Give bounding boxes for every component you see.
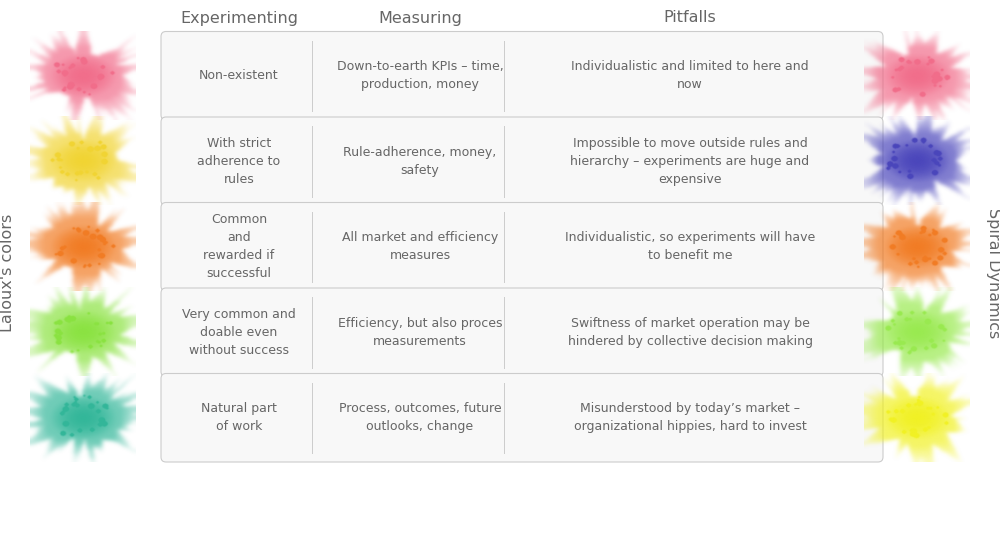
Text: Experimenting: Experimenting	[180, 10, 298, 26]
FancyBboxPatch shape	[161, 117, 883, 205]
Text: Rule-adherence, money,
safety: Rule-adherence, money, safety	[343, 146, 497, 177]
Text: Down-to-earth KPIs – time,
production, money: Down-to-earth KPIs – time, production, m…	[337, 60, 503, 91]
FancyBboxPatch shape	[161, 203, 883, 291]
Text: Measuring: Measuring	[378, 10, 462, 26]
FancyBboxPatch shape	[161, 373, 883, 462]
Text: Individualistic and limited to here and
now: Individualistic and limited to here and …	[571, 60, 809, 91]
Text: Efficiency, but also proces
measurements: Efficiency, but also proces measurements	[338, 317, 502, 348]
Text: Common
and
rewarded if
successful: Common and rewarded if successful	[203, 213, 275, 280]
Text: Pitfalls: Pitfalls	[664, 10, 716, 26]
Text: Spiral Dynamics: Spiral Dynamics	[986, 208, 1000, 338]
Text: Swiftness of market operation may be
hindered by collective decision making: Swiftness of market operation may be hin…	[568, 317, 812, 348]
FancyBboxPatch shape	[161, 288, 883, 377]
Text: Non-existent: Non-existent	[199, 69, 279, 82]
Text: Process, outcomes, future
outlooks, change: Process, outcomes, future outlooks, chan…	[339, 402, 501, 433]
Text: All market and efficiency
measures: All market and efficiency measures	[342, 232, 498, 262]
Text: Misunderstood by today’s market –
organizational hippies, hard to invest: Misunderstood by today’s market – organi…	[574, 402, 806, 433]
Text: Impossible to move outside rules and
hierarchy – experiments are huge and
expens: Impossible to move outside rules and hie…	[570, 136, 810, 186]
Text: Very common and
doable even
without success: Very common and doable even without succ…	[182, 308, 296, 357]
FancyBboxPatch shape	[161, 32, 883, 120]
Text: Individualistic, so experiments will have
to benefit me: Individualistic, so experiments will hav…	[565, 232, 815, 262]
Text: Natural part
of work: Natural part of work	[201, 402, 277, 433]
Text: Laloux's colors: Laloux's colors	[0, 214, 16, 332]
Text: With strict
adherence to
rules: With strict adherence to rules	[197, 136, 281, 186]
